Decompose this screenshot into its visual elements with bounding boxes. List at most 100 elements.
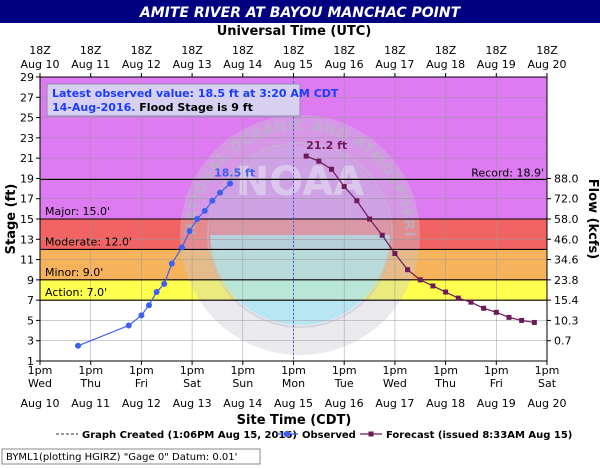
forecast-point xyxy=(417,277,423,283)
bottom-tick-date: Aug 19 xyxy=(477,397,516,410)
observed-peak-label: 18.5 ft xyxy=(214,167,255,180)
y-tick-label: 17 xyxy=(20,193,34,206)
bottom-tick-time: 1pm xyxy=(281,364,306,377)
y-tick-label: 25 xyxy=(20,112,34,125)
legend: Graph Created (1:06PM Aug 15, 2016) Obse… xyxy=(56,430,572,441)
svg-text:14-Aug-2016. Flood Stage is 9: 14-Aug-2016. Flood Stage is 9 ft xyxy=(52,101,253,114)
observed-point xyxy=(153,289,160,296)
forecast-point xyxy=(443,289,449,295)
legend-created-label: Graph Created (1:06PM Aug 15, 2016) xyxy=(82,430,297,441)
band-label: Major: 15.0' xyxy=(45,205,110,218)
y-tick-label: 5 xyxy=(27,314,34,327)
observed-point xyxy=(186,228,193,235)
forecast-point xyxy=(405,267,411,273)
y-tick-label: 9 xyxy=(27,274,34,287)
legend-observed-label: Observed xyxy=(302,430,356,441)
top-tick-date: Aug 19 xyxy=(477,58,516,71)
bottom-tick-date: Aug 12 xyxy=(122,397,161,410)
top-tick-label: 18Z xyxy=(181,44,203,57)
top-axis-title: Universal Time (UTC) xyxy=(217,24,372,39)
y2-tick-label: 0.7 xyxy=(554,335,572,348)
bottom-tick-day: Sat xyxy=(538,377,557,390)
top-tick-label: 18Z xyxy=(283,44,305,57)
top-tick-date: Aug 11 xyxy=(71,58,110,71)
y-tick-label: 7 xyxy=(27,294,34,307)
forecast-point xyxy=(519,317,525,323)
top-tick-date: Aug 16 xyxy=(325,58,364,71)
bottom-tick-date: Aug 18 xyxy=(426,397,465,410)
bottom-tick-date: Aug 13 xyxy=(173,397,212,410)
top-tick-date: Aug 10 xyxy=(21,58,60,71)
top-tick-label: 18Z xyxy=(232,44,254,57)
y2-tick-label: 46.0 xyxy=(554,233,579,246)
bottom-tick-date: Aug 17 xyxy=(375,397,414,410)
forecast-point xyxy=(379,232,385,238)
top-tick-label: 18Z xyxy=(486,44,508,57)
footer-box xyxy=(1,448,261,465)
bottom-tick-time: 1pm xyxy=(332,364,357,377)
y-tick-label: 15 xyxy=(20,213,34,226)
bottom-tick-time: 1pm xyxy=(383,364,408,377)
observed-point xyxy=(209,197,216,204)
forecast-point xyxy=(303,153,309,159)
forecast-point xyxy=(341,184,347,190)
forecast-point xyxy=(468,299,474,305)
y-tick-label: 29 xyxy=(20,71,34,84)
bottom-tick-day: Fri xyxy=(135,377,148,390)
y-tick-label: 21 xyxy=(20,152,34,165)
top-tick-date: Aug 18 xyxy=(426,58,465,71)
y2-tick-label: 23.8 xyxy=(554,274,579,287)
forecast-point xyxy=(354,198,360,204)
top-tick-date: Aug 20 xyxy=(528,58,567,71)
forecast-point xyxy=(481,305,487,311)
info-line-flood-stage: Flood Stage is 9 ft xyxy=(135,101,252,114)
forecast-point xyxy=(455,295,461,301)
watermark-ring xyxy=(207,142,393,328)
observed-point xyxy=(146,302,153,309)
bottom-tick-date: Aug 20 xyxy=(528,397,567,410)
info-line-observed: Latest observed value: 18.5 ft at 3:20 A… xyxy=(52,87,339,100)
y-tick-label: 27 xyxy=(20,91,34,104)
y-tick-label: 3 xyxy=(27,335,34,348)
forecast-point xyxy=(493,309,499,315)
series-layer: 18.5 ft 21.2 ft xyxy=(75,139,537,349)
bottom-tick-time: 1pm xyxy=(129,364,154,377)
bottom-tick-date: Aug 14 xyxy=(223,397,262,410)
observed-point xyxy=(138,312,145,319)
bottom-tick-date: Aug 11 xyxy=(71,397,110,410)
y-tick-label: 13 xyxy=(20,233,34,246)
observed-point xyxy=(168,260,175,267)
observed-point xyxy=(125,322,132,329)
legend-observed-marker xyxy=(283,430,291,438)
y2-tick-label: 58.0 xyxy=(554,213,579,226)
axes: 13579111315171921232527290.710.315.423.8… xyxy=(20,44,579,410)
top-tick-date: Aug 14 xyxy=(223,58,262,71)
bottom-tick-time: 1pm xyxy=(535,364,560,377)
bottom-tick-time: 1pm xyxy=(78,364,103,377)
bottom-tick-day: Mon xyxy=(282,377,305,390)
bottom-tick-day: Thu xyxy=(434,377,456,390)
bottom-tick-day: Tue xyxy=(334,377,354,390)
top-tick-date: Aug 13 xyxy=(173,58,212,71)
bottom-tick-time: 1pm xyxy=(230,364,255,377)
forecast-point xyxy=(316,158,322,164)
top-tick-label: 18Z xyxy=(80,44,102,57)
top-tick-label: 18Z xyxy=(131,44,153,57)
y-tick-label: 19 xyxy=(20,172,34,185)
top-tick-label: 18Z xyxy=(29,44,51,57)
observed-point xyxy=(161,280,168,287)
bottom-tick-day: Sat xyxy=(183,377,202,390)
top-tick-label: 18Z xyxy=(435,44,457,57)
y2-tick-label: 15.4 xyxy=(554,294,579,307)
y2-tick-label: 10.3 xyxy=(554,314,579,327)
info-line-date: 14-Aug-2016. xyxy=(52,101,135,114)
y-tick-label: 23 xyxy=(20,132,34,145)
y-tick-label: 11 xyxy=(20,254,34,267)
band-label: Minor: 9.0' xyxy=(45,266,103,279)
bottom-tick-time: 1pm xyxy=(180,364,205,377)
y-tick-label: 1 xyxy=(27,355,34,368)
bottom-tick-day: Wed xyxy=(28,377,52,390)
band-labels: Action: 7.0' Minor: 9.0' Moderate: 12.0' Ma… xyxy=(45,166,544,299)
bottom-tick-day: Wed xyxy=(383,377,407,390)
bottom-axis-title: Site Time (CDT) xyxy=(237,413,352,428)
